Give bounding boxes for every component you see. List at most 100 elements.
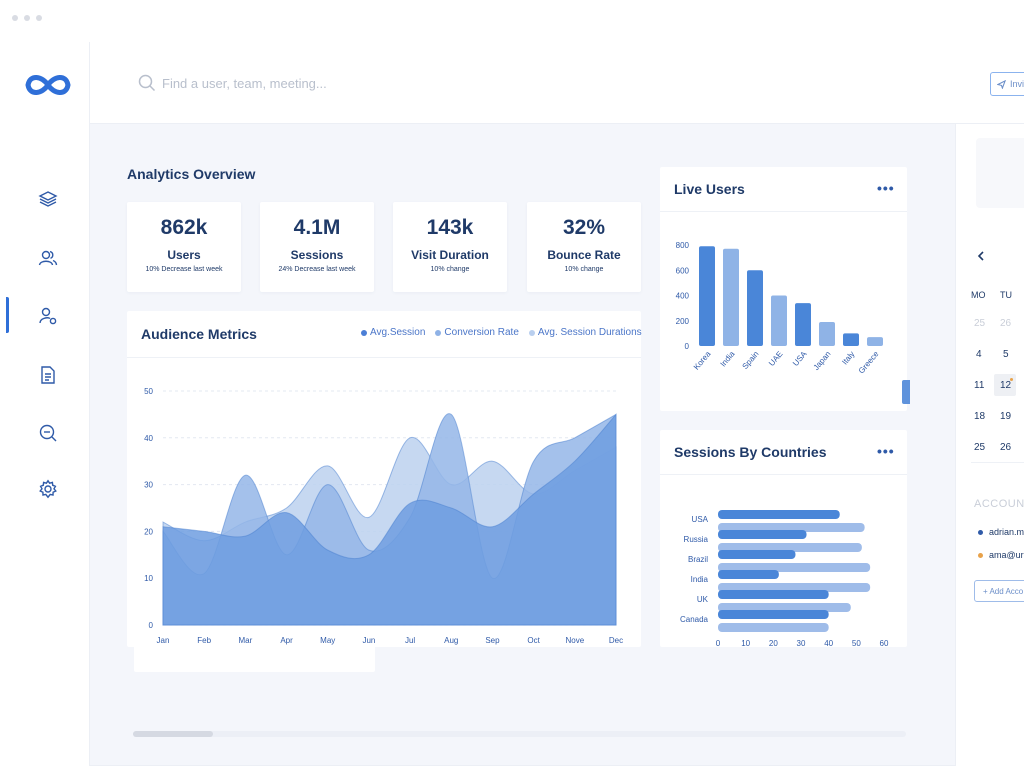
top-bar: Invi bbox=[90, 42, 1024, 124]
invite-label: Invi bbox=[1010, 79, 1024, 89]
more-icon[interactable]: ••• bbox=[877, 180, 895, 196]
stat-sub: 10% change bbox=[430, 266, 470, 273]
user-settings-icon[interactable] bbox=[36, 304, 60, 328]
account-item[interactable]: adrian.m bbox=[989, 527, 1024, 537]
bar bbox=[718, 543, 862, 552]
calendar-day[interactable]: 19 bbox=[1000, 411, 1012, 422]
chat-icon[interactable] bbox=[36, 421, 60, 445]
add-account-button[interactable]: + Add Acco bbox=[974, 580, 1024, 602]
stat-card-sessions: 4.1M Sessions 24% Decrease last week bbox=[260, 202, 374, 292]
profile-card bbox=[976, 138, 1024, 208]
bar bbox=[819, 322, 835, 346]
y-tick-label: 800 bbox=[676, 241, 690, 250]
y-tick-label: Brazil bbox=[688, 555, 708, 564]
stat-value: 143k bbox=[426, 216, 474, 239]
x-tick-label: 50 bbox=[852, 639, 861, 647]
calendar-day[interactable]: 25 bbox=[974, 318, 986, 329]
account-item[interactable]: ama@ur bbox=[989, 550, 1024, 560]
legend-dot bbox=[435, 329, 442, 336]
calendar-divider bbox=[971, 462, 1024, 463]
x-tick-label: Japan bbox=[812, 350, 833, 372]
y-tick-label: Canada bbox=[680, 615, 709, 624]
x-tick-label: Nove bbox=[565, 636, 584, 645]
stat-label: Users bbox=[167, 248, 201, 262]
stat-value: 862k bbox=[160, 216, 208, 239]
audience-area-chart: 0 10 20 30 40 50 Jan Feb Mar Apr May Jun Jul Aug Sep Oc… bbox=[144, 387, 623, 645]
calendar-day-selected[interactable]: 12 bbox=[1000, 380, 1012, 391]
x-tick-label: 0 bbox=[716, 639, 721, 647]
event-dot bbox=[1010, 378, 1013, 381]
gear-icon[interactable] bbox=[36, 477, 60, 501]
bar bbox=[699, 246, 715, 346]
x-tick-label: Greece bbox=[857, 349, 881, 375]
legend-item: Avg. Session Durations bbox=[528, 327, 642, 338]
calendar-day[interactable]: 25 bbox=[974, 442, 986, 453]
x-tick-label: May bbox=[320, 636, 335, 645]
legend-dot bbox=[528, 329, 535, 336]
search-icon bbox=[138, 74, 156, 92]
card-divider bbox=[127, 357, 641, 358]
stat-card-users: 862k Users 10% Decrease last week bbox=[127, 202, 241, 292]
calendar-day[interactable]: 11 bbox=[974, 380, 985, 391]
right-panel: MO TU 25 26 4 5 11 12 18 19 25 26 ACCOUN… bbox=[955, 124, 1024, 766]
stat-card-visit-duration: 143k Visit Duration 10% change bbox=[393, 202, 507, 292]
layers-icon[interactable] bbox=[36, 187, 60, 211]
calendar-day[interactable]: 26 bbox=[1000, 442, 1012, 453]
y-tick-label: UK bbox=[697, 595, 709, 604]
calendar-day[interactable]: 5 bbox=[1003, 349, 1009, 360]
bar bbox=[771, 295, 787, 346]
y-tick-label: 0 bbox=[685, 342, 690, 351]
infinity-logo-icon[interactable] bbox=[20, 68, 76, 102]
live-users-bar-chart: 0 200 400 600 800 Korea India Spain UAE USA Japan I… bbox=[676, 241, 883, 375]
y-tick-label: 400 bbox=[676, 292, 690, 301]
x-tick-label: 10 bbox=[741, 639, 750, 647]
side-scroll-tab[interactable] bbox=[902, 380, 910, 404]
x-tick-label: 40 bbox=[824, 639, 833, 647]
invite-button[interactable]: Invi bbox=[990, 72, 1024, 96]
account-dot bbox=[978, 530, 983, 535]
x-tick-label: 60 bbox=[880, 639, 889, 647]
card-divider bbox=[660, 211, 907, 212]
calendar-day[interactable]: 18 bbox=[974, 411, 986, 422]
bar bbox=[795, 303, 811, 346]
search-input[interactable] bbox=[162, 72, 562, 94]
x-tick-label: India bbox=[718, 349, 736, 368]
x-tick-label: Oct bbox=[527, 636, 540, 645]
sessions-hbar-chart: USA Russia Brazil India UK Canada 0 10 20 30 40 50 6… bbox=[680, 510, 889, 647]
live-users-card: Live Users ••• 0 200 400 600 800 Korea India Sp… bbox=[660, 167, 907, 411]
more-icon[interactable]: ••• bbox=[877, 443, 895, 459]
x-tick-label: Dec bbox=[609, 636, 623, 645]
legend-item: Conversion Rate bbox=[435, 327, 519, 338]
window-dots bbox=[12, 15, 42, 21]
calendar-day[interactable]: 26 bbox=[1000, 318, 1012, 329]
audience-legend: Avg.Session Conversion Rate Avg. Session… bbox=[361, 327, 642, 338]
audience-title: Audience Metrics bbox=[141, 326, 257, 342]
x-tick-label: Jul bbox=[405, 636, 415, 645]
stat-sub: 10% Decrease last week bbox=[145, 266, 223, 273]
y-tick-label: 600 bbox=[676, 266, 690, 275]
stat-sub: 24% Decrease last week bbox=[278, 266, 356, 273]
bar bbox=[718, 583, 871, 592]
scrollbar-thumb[interactable] bbox=[133, 731, 213, 737]
stat-value: 4.1M bbox=[293, 216, 341, 239]
analytics-title: Analytics Overview bbox=[127, 166, 256, 182]
bar bbox=[718, 550, 796, 559]
calendar-day[interactable]: 4 bbox=[976, 349, 982, 360]
area-series bbox=[162, 413, 617, 626]
horizontal-scrollbar[interactable] bbox=[133, 731, 906, 737]
sidebar bbox=[6, 42, 90, 766]
sidebar-active-indicator bbox=[6, 297, 9, 333]
y-tick-label: 200 bbox=[676, 317, 690, 326]
users-icon[interactable] bbox=[36, 246, 60, 270]
send-icon bbox=[997, 79, 1006, 89]
y-tick-label: Russia bbox=[684, 535, 709, 544]
stat-label: Bounce Rate bbox=[547, 248, 621, 262]
x-tick-label: Jan bbox=[157, 636, 170, 645]
bar bbox=[747, 270, 763, 346]
account-dot bbox=[978, 553, 983, 558]
document-icon[interactable] bbox=[36, 363, 60, 387]
bar bbox=[843, 333, 859, 346]
chevron-left-icon[interactable] bbox=[977, 251, 985, 261]
stat-card-bounce-rate: 32% Bounce Rate 10% change bbox=[527, 202, 641, 292]
